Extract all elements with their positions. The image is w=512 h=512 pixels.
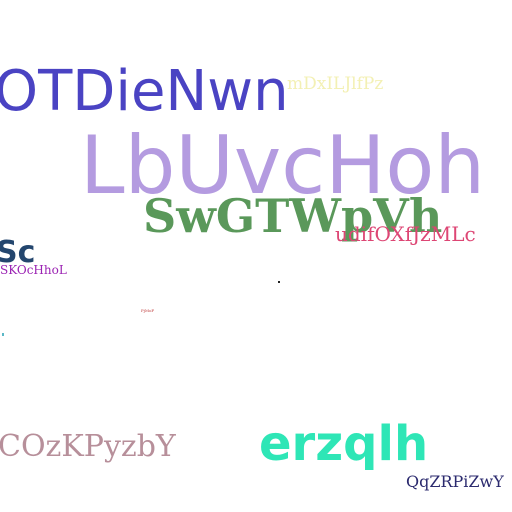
word-qqzrpizwy: QqZRPiZwY [406,472,504,491]
word-sc: Sc [0,235,36,270]
word-lbuvchoh: LbUvcHoh [80,119,486,212]
word-erzqlh: erzqlh [259,416,429,472]
word-udifoxfjzmlc: udifOXfJzMLc [335,222,476,246]
word-skocchhol: SKOcHhoL [0,263,67,277]
word-swgtwpvh: SwGTWpVh [143,189,443,243]
dot-mark [278,281,280,283]
word-otdienwn: OTDieNwn [0,59,289,124]
word-pjmof: PjMoF [141,308,155,313]
word-mdxiljlfpz: mDxILJlfPz [287,74,384,94]
word-cozkpyzby: COzKPyzbY [0,429,176,464]
dot-mark [2,333,4,336]
